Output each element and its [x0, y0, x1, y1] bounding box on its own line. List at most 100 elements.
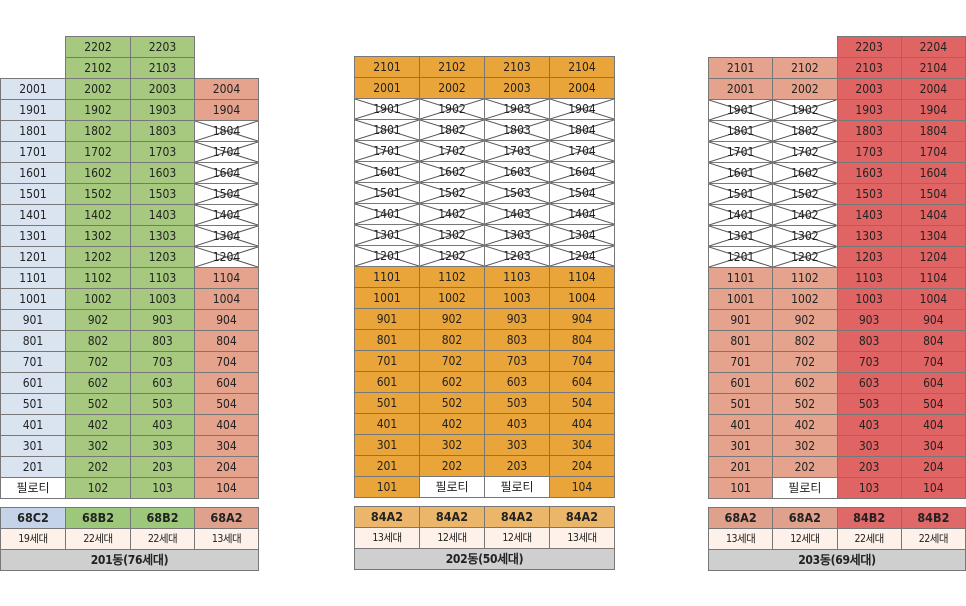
floor-row: 1201 1202 1203 1204	[0, 246, 259, 268]
excluded-unit-cell: 1402	[419, 203, 485, 225]
floor-row: 1001 1002 1003 1004	[0, 288, 259, 310]
excluded-unit-cell: 1604	[549, 161, 615, 183]
floor-row: 1401 1402 1403 1404	[707, 204, 966, 226]
unit-cell: 304	[549, 434, 615, 456]
unit-number: 1802	[791, 124, 819, 138]
excluded-unit-cell: 1901	[707, 99, 774, 121]
floor-row: 1701 1702 1703 1704	[0, 141, 259, 163]
unit-number: 1301	[373, 228, 401, 242]
unit-cell: 1504	[900, 183, 966, 205]
household-count-row: 13세대 12세대 12세대 13세대	[354, 527, 615, 549]
unit-cell: 903	[484, 308, 550, 330]
unit-cell: 203	[484, 455, 550, 477]
unit-cell: 1004	[900, 288, 966, 310]
unit-cell: 2004	[900, 78, 966, 100]
unit-cell: 502	[419, 392, 485, 414]
unit-number: 1204	[568, 249, 596, 263]
unit-number: 1701	[726, 145, 755, 159]
unit-cell: 702	[419, 350, 485, 372]
unit-type-label: 68A2	[772, 507, 838, 529]
excluded-unit-cell: 1501	[707, 183, 774, 205]
unit-cell: 904	[549, 308, 615, 330]
unit-cell: 704	[194, 351, 259, 373]
cross-out-mark	[709, 121, 772, 141]
cross-out-mark	[485, 225, 549, 245]
unit-number: 1201	[726, 250, 755, 264]
unit-cell: 204	[900, 456, 966, 478]
unit-cell: 404	[900, 414, 966, 436]
unit-type-label: 84B2	[900, 507, 966, 529]
unit-cell: 1601	[0, 162, 66, 184]
floor-row: 1101 1102 1103 1104	[354, 266, 615, 288]
unit-cell: 2101	[707, 57, 774, 79]
unit-cell: 803	[130, 330, 195, 352]
unit-cell: 2003	[836, 78, 902, 100]
unit-number: 1403	[503, 207, 531, 221]
unit-cell: 1803	[836, 120, 902, 142]
unit-number: 1804	[568, 123, 596, 137]
floor-row: 1501 1502 1503 1504	[707, 183, 966, 205]
floor-row: 1401 1402 1403 1404	[0, 204, 259, 226]
unit-cell: 1102	[65, 267, 131, 289]
unit-number: 1504	[212, 187, 241, 201]
floor-row: 1001 1002 1003 1004	[707, 288, 966, 310]
floor-row: 901 902 903 904	[0, 309, 259, 331]
cross-out-mark	[773, 226, 836, 246]
cross-out-mark	[420, 162, 484, 182]
household-count: 13세대	[354, 527, 420, 549]
unit-cell: 1102	[419, 266, 485, 288]
unit-cell: 2203	[836, 36, 902, 58]
excluded-unit-cell: 1604	[194, 162, 259, 184]
unit-cell: 1002	[772, 288, 838, 310]
unit-cell: 304	[900, 435, 966, 457]
unit-number: 1501	[726, 187, 755, 201]
cross-out-mark	[773, 121, 836, 141]
unit-cell: 2003	[484, 77, 550, 99]
building-total-label: 202동(50세대)	[354, 548, 615, 570]
unit-cell: 2102	[419, 56, 485, 78]
excluded-unit-cell: 1404	[194, 204, 259, 226]
building-total-label: 201동(76세대)	[0, 549, 259, 571]
unit-cell: 404	[549, 413, 615, 435]
unit-cell: 1704	[900, 141, 966, 163]
unit-cell: 603	[130, 372, 195, 394]
floor-row: 필로티 102 103 104	[0, 477, 259, 499]
unit-cell: 302	[65, 435, 131, 457]
unit-cell: 301	[707, 435, 774, 457]
unit-cell: 501	[0, 393, 66, 415]
building-total-row: 202동(50세대)	[354, 548, 615, 570]
floor-row: 2001 2002 2003 2004	[354, 77, 615, 99]
unit-cell: 2203	[130, 36, 195, 58]
unit-cell: 801	[0, 330, 66, 352]
cross-out-mark	[550, 183, 614, 203]
unit-cell: 201	[707, 456, 774, 478]
unit-type-label: 68A2	[707, 507, 774, 529]
unit-cell: 1101	[0, 267, 66, 289]
floor-row: 401 402 403 404	[354, 413, 615, 435]
unit-cell: 2002	[65, 78, 131, 100]
unit-cell: 2202	[65, 36, 131, 58]
cross-out-mark	[195, 121, 258, 141]
excluded-unit-cell: 1303	[484, 224, 550, 246]
excluded-unit-cell: 1502	[419, 182, 485, 204]
unit-cell: 2001	[354, 77, 420, 99]
unit-cell: 602	[772, 372, 838, 394]
unit-cell: 902	[65, 309, 131, 331]
cross-out-mark	[420, 204, 484, 224]
excluded-unit-cell: 1701	[354, 140, 420, 162]
unit-number: 1703	[503, 144, 531, 158]
unit-cell: 1403	[130, 204, 195, 226]
unit-type-label: 68B2	[130, 507, 195, 529]
unit-cell: 2103	[130, 57, 195, 79]
unit-number: 1504	[568, 186, 596, 200]
unit-cell: 2102	[65, 57, 131, 79]
excluded-unit-cell: 1201	[707, 246, 774, 268]
cross-out-mark	[355, 141, 419, 161]
cross-out-mark	[355, 183, 419, 203]
unit-cell: 1002	[65, 288, 131, 310]
unit-number: 1801	[373, 123, 401, 137]
unit-cell: 304	[194, 435, 259, 457]
unit-cell: 702	[65, 351, 131, 373]
unit-cell: 402	[65, 414, 131, 436]
unit-number: 1404	[568, 207, 596, 221]
